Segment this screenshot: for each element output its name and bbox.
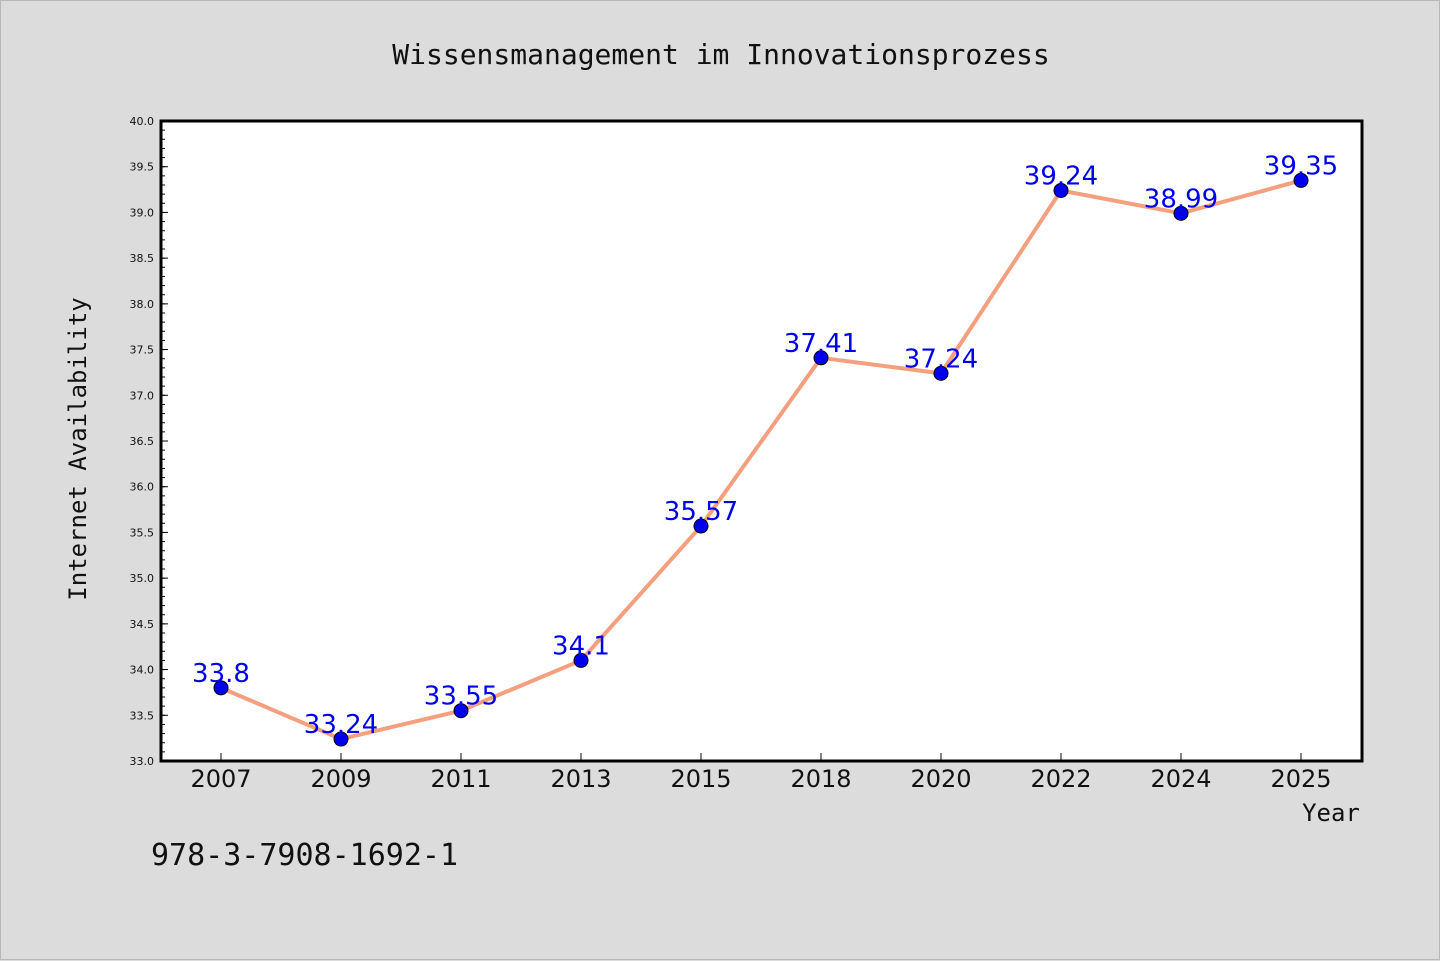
chart-title: Wissensmanagement im Innovationsprozess: [392, 38, 1049, 71]
data-label: 33.24: [304, 710, 378, 740]
data-label: 38.99: [1144, 184, 1218, 214]
x-tick-label: 2024: [1150, 765, 1211, 793]
data-point: [213, 680, 229, 696]
y-tick-label: 34.0: [130, 664, 155, 677]
y-tick-label: 37.5: [130, 344, 155, 357]
series-line-group: [220, 178, 1302, 742]
x-tick-label: 2022: [1030, 765, 1091, 793]
data-label: 33.55: [424, 682, 498, 712]
data-point: [1173, 205, 1189, 221]
isbn-footer: 978-3-7908-1692-1: [151, 838, 458, 873]
x-axis-label: Year: [1302, 799, 1360, 827]
data-label: 33.8: [192, 659, 250, 689]
x-tick-label: 2009: [310, 765, 371, 793]
data-point: [453, 703, 469, 719]
data-label: 34.1: [552, 631, 610, 661]
y-tick-label: 39.5: [130, 161, 155, 174]
y-axis: 33.0 33.5 34.0 34.5 35.0 35.5 36.0 36.5 37.0 37.5…: [130, 115, 168, 768]
data-point: [813, 350, 829, 366]
y-axis-label: Internet Availability: [64, 297, 92, 600]
y-tick-label: 38.5: [130, 252, 155, 265]
y-tick-label: 39.0: [130, 206, 155, 219]
data-point: [933, 365, 949, 381]
x-tick-label: 2011: [430, 765, 491, 793]
data-label: 35.57: [664, 497, 738, 527]
data-label: 37.24: [904, 344, 978, 374]
y-tick-label: 36.5: [130, 435, 155, 448]
x-tick-label: 2013: [550, 765, 611, 793]
y-tick-label: 34.5: [130, 618, 155, 631]
y-tick-label: 36.0: [130, 481, 155, 494]
data-label: 39.24: [1024, 161, 1098, 191]
y-tick-label: 37.0: [130, 389, 155, 402]
data-label: 37.41: [784, 329, 858, 359]
y-tick-label: 38.0: [130, 298, 155, 311]
data-point: [1293, 172, 1309, 188]
y-tick-label: 33.0: [130, 755, 155, 768]
y-tick-label: 35.0: [130, 572, 155, 585]
data-point: [1053, 182, 1069, 198]
data-points: [213, 172, 1309, 747]
data-point: [333, 731, 349, 747]
y-tick-label: 35.5: [130, 526, 155, 539]
x-tick-label: 2015: [670, 765, 731, 793]
x-tick-label: 2018: [790, 765, 851, 793]
x-tick-label: 2007: [190, 765, 251, 793]
x-axis: 2007 2009 2011 2013 2015 2018 2020 2022 2024 2025: [190, 753, 1332, 793]
series-line: [220, 178, 1302, 742]
data-point: [693, 518, 709, 534]
x-tick-label: 2025: [1270, 765, 1331, 793]
y-tick-label: 33.5: [130, 709, 155, 722]
data-point: [573, 652, 589, 668]
data-label: 39.35: [1264, 151, 1338, 181]
y-tick-label: 40.0: [130, 115, 155, 128]
x-tick-label: 2020: [910, 765, 971, 793]
data-labels: 33.8 33.24 33.55 34.1 35.57 37.41 37.24 39.24 38…: [192, 151, 1338, 740]
